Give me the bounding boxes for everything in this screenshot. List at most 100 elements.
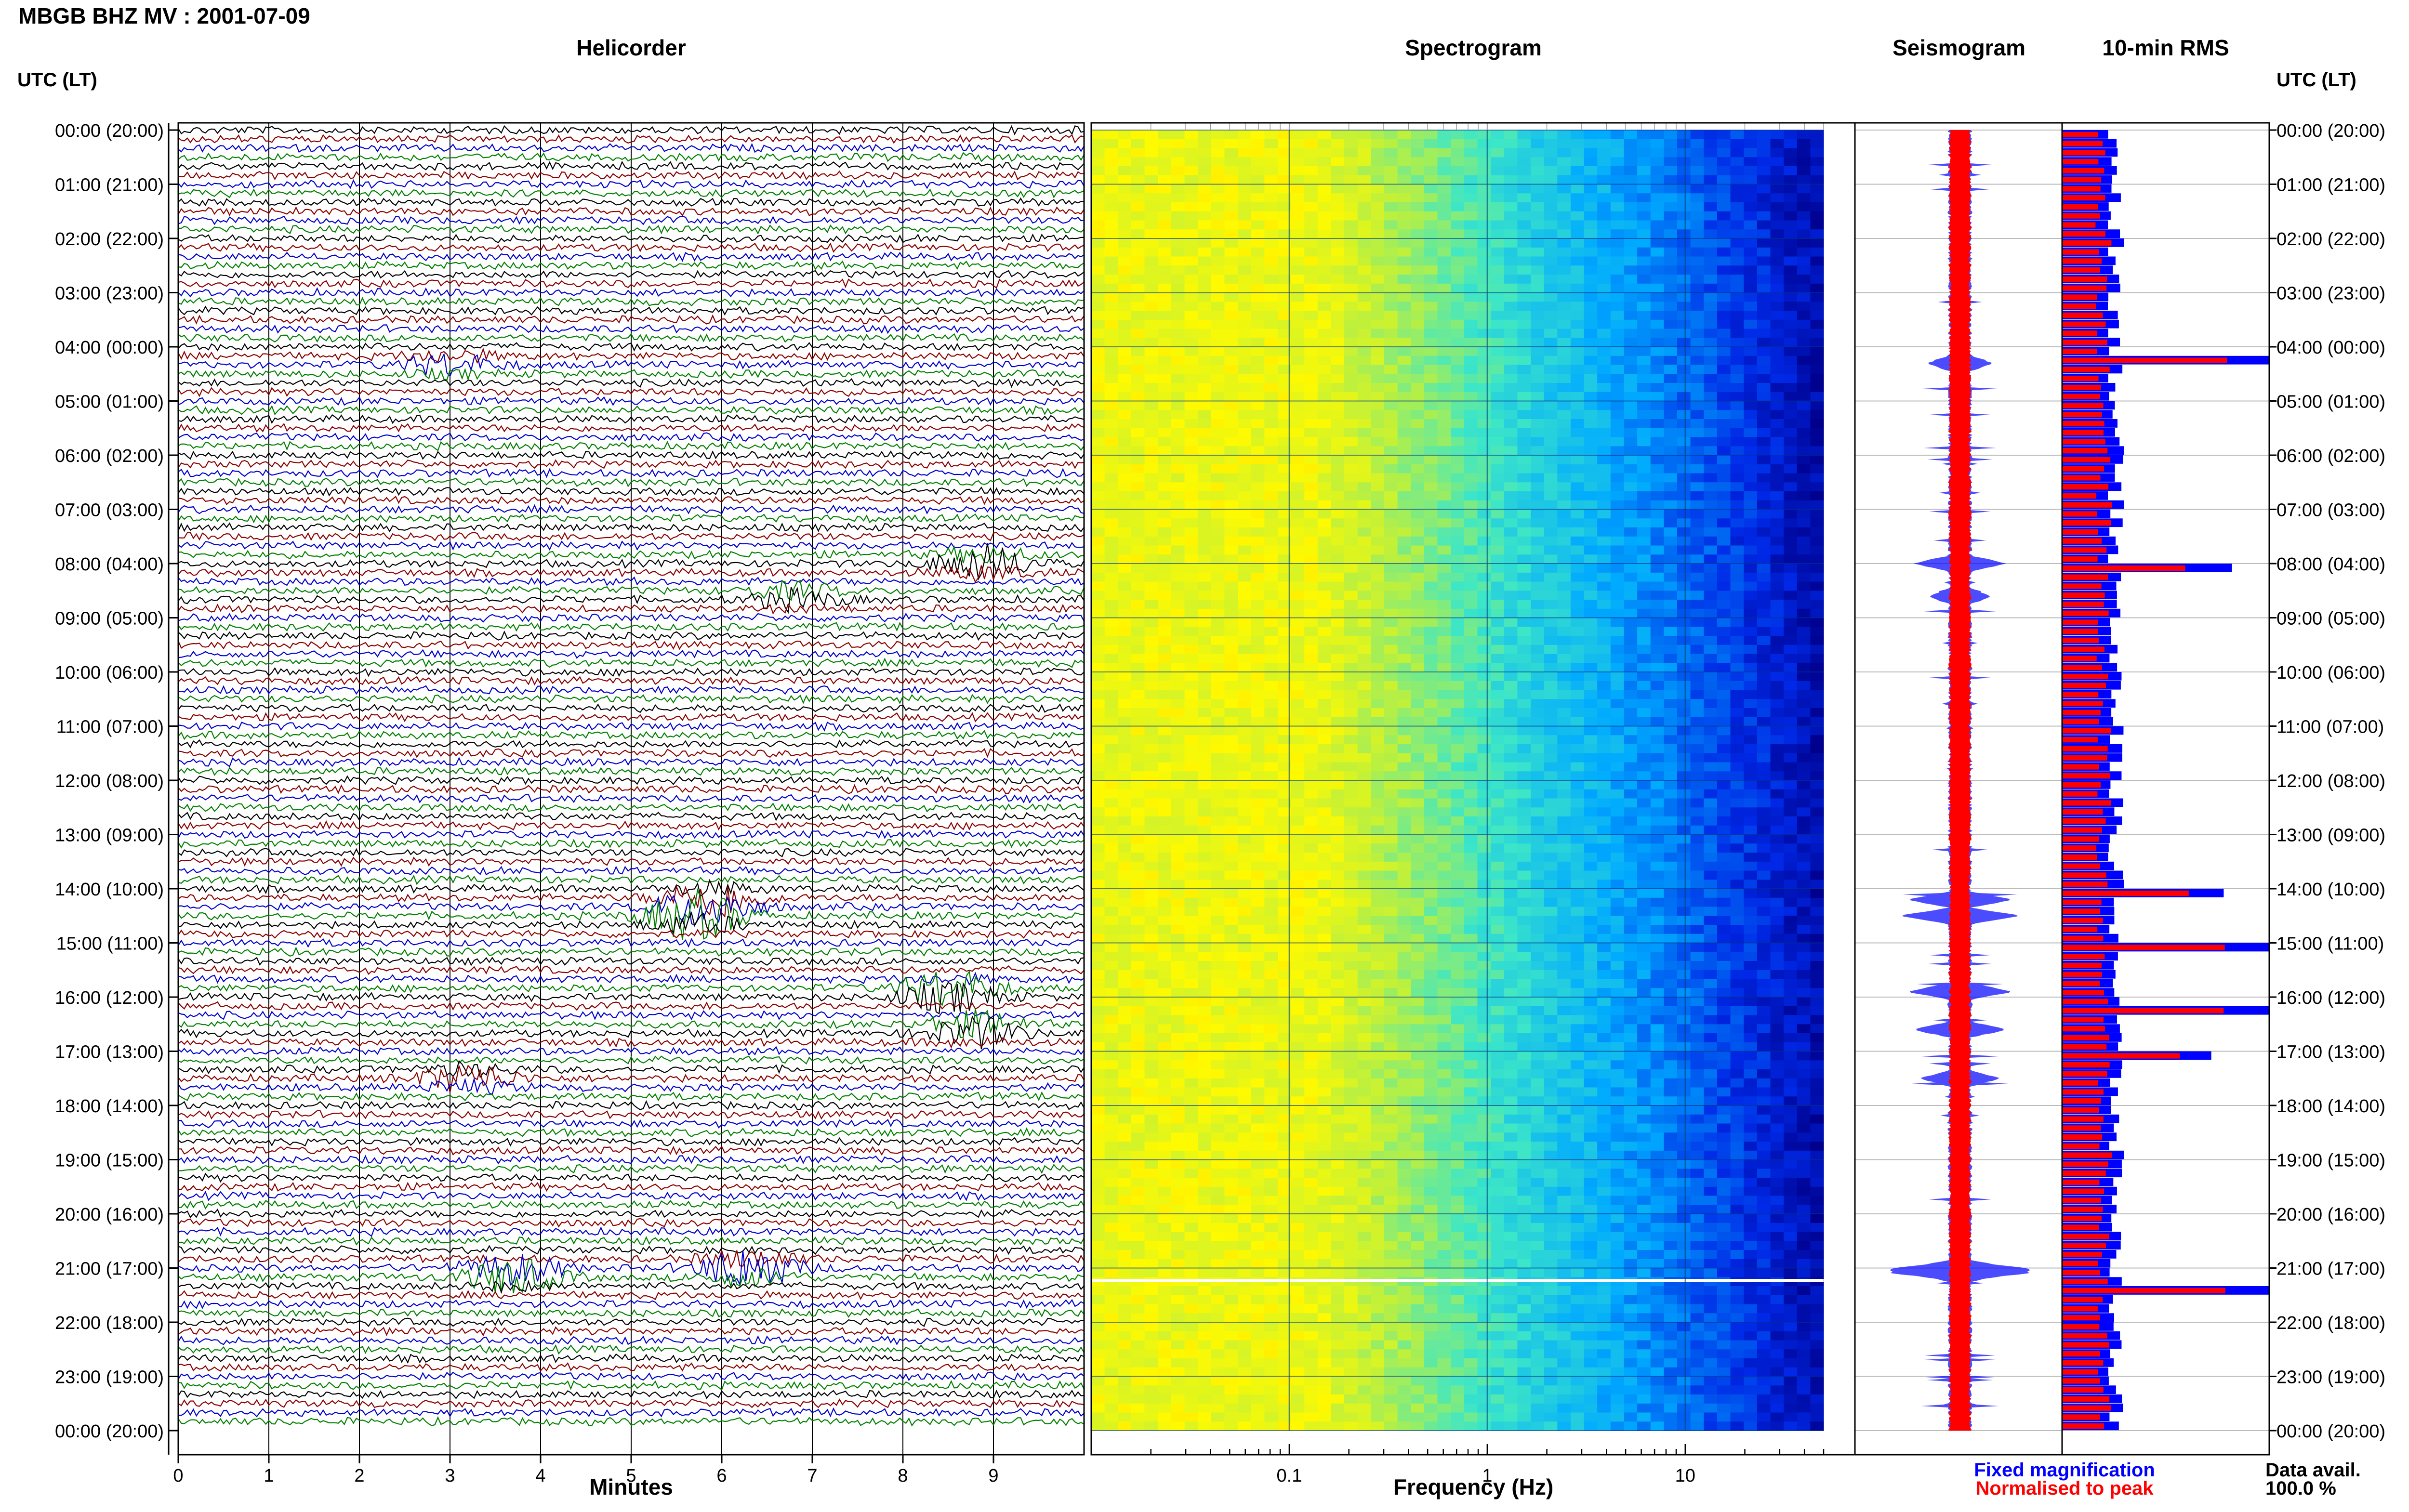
spectrogram-cell (1144, 157, 1158, 167)
spectrogram-cell (1504, 175, 1518, 185)
spectrogram-cell (1224, 771, 1238, 781)
spectrogram-cell (1437, 157, 1451, 167)
spectrogram-cell (1637, 853, 1651, 862)
spectrogram-cell (1584, 139, 1598, 149)
spectrogram-cell (1331, 256, 1345, 266)
spectrogram-cell (1118, 591, 1132, 600)
spectrogram-cell (1451, 591, 1465, 600)
spectrogram-cell (1304, 861, 1318, 871)
spectrogram-cell (1158, 527, 1172, 537)
spectrogram-cell (1144, 292, 1158, 302)
spectrogram-cell (1531, 853, 1545, 862)
spectrogram-cell (1344, 753, 1358, 763)
spectrogram-cell (1357, 618, 1371, 627)
helicorder-trace (178, 1110, 1085, 1120)
spectrogram-cell (1810, 889, 1824, 898)
spectrogram-cell (1437, 717, 1451, 727)
spectrogram-cell (1717, 717, 1731, 727)
spectrogram-cell (1557, 717, 1571, 727)
spectrogram-cell (1357, 654, 1371, 663)
spectrogram-cell (1464, 735, 1478, 745)
spectrogram-cell (1424, 861, 1438, 871)
spectrogram-cell (1677, 581, 1691, 591)
spectrogram-cell (1477, 302, 1491, 311)
spectrogram-cell (1091, 166, 1105, 176)
spectrogram-cell (1424, 672, 1438, 682)
helicorder-trace (178, 657, 1085, 668)
spectrogram-cell (1104, 572, 1118, 582)
spectrogram-cell (1184, 139, 1198, 149)
spectrogram-cell (1424, 600, 1438, 609)
spectrogram-cell (1118, 338, 1132, 347)
spectrogram-cell (1717, 636, 1731, 645)
spectrogram-cell (1797, 283, 1811, 293)
spectrogram-cell (1171, 600, 1185, 609)
minute-tick-label: 9 (988, 1466, 998, 1486)
spectrogram-cell (1411, 717, 1425, 727)
spectrogram-cell (1717, 302, 1731, 311)
spectrogram-cell (1570, 564, 1585, 573)
spectrogram-cell (1637, 437, 1651, 447)
spectrogram-cell (1517, 392, 1531, 402)
spectrogram-cell (1184, 654, 1198, 663)
spectrogram-cell (1784, 627, 1798, 636)
spectrogram-cell (1118, 608, 1132, 618)
spectrogram-cell (1717, 509, 1731, 519)
spectrogram-cell (1104, 437, 1118, 447)
spectrogram-cell (1144, 690, 1158, 699)
spectrogram-cell (1717, 780, 1731, 790)
spectrogram-cell (1291, 482, 1305, 492)
spectrogram-cell (1744, 681, 1758, 691)
spectrogram-cell (1744, 744, 1758, 754)
helicorder-trace (178, 206, 1085, 217)
spectrogram-cell (1291, 275, 1305, 284)
spectrogram-cell (1570, 870, 1585, 880)
spectrogram-cell (1304, 618, 1318, 627)
helicorder-trace (178, 811, 1085, 821)
spectrogram-cell (1570, 889, 1585, 898)
helicorder-trace (178, 565, 1085, 583)
spectrogram-cell (1477, 726, 1491, 736)
spectrogram-cell (1104, 175, 1118, 185)
spectrogram-cell (1544, 302, 1558, 311)
spectrogram-cell (1810, 735, 1824, 745)
spectrogram-cell (1717, 175, 1731, 185)
spectrogram-cell (1451, 717, 1465, 727)
spectrogram-cell (1357, 600, 1371, 609)
spectrogram-cell (1171, 428, 1185, 438)
spectrogram-cell (1690, 861, 1704, 871)
helicorder-trace (178, 468, 1085, 478)
spectrogram-cell (1784, 572, 1798, 582)
spectrogram-cell (1744, 816, 1758, 826)
spectrogram-cell (1690, 708, 1704, 718)
spectrogram-cell (1251, 889, 1265, 898)
spectrogram-cell (1291, 265, 1305, 275)
spectrogram-cell (1610, 581, 1624, 591)
spectrogram-cell (1810, 193, 1824, 203)
spectrogram-cell (1158, 690, 1172, 699)
spectrogram-cell (1131, 392, 1145, 402)
spectrogram-cell (1277, 500, 1292, 510)
spectrogram-cell (1264, 518, 1278, 528)
spectrogram-cell (1317, 843, 1331, 853)
spectrogram-cell (1451, 798, 1465, 808)
spectrogram-cell (1730, 302, 1744, 311)
spectrogram-cell (1224, 861, 1238, 871)
spectrogram-cell (1118, 428, 1132, 438)
spectrogram-cell (1104, 789, 1118, 799)
helicorder-trace (178, 929, 1085, 939)
spectrogram-cell (1424, 627, 1438, 636)
spectrogram-cell (1291, 437, 1305, 447)
spectrogram-cell (1624, 148, 1638, 158)
spectrogram-cell (1451, 383, 1465, 393)
spectrogram-cell (1797, 807, 1811, 817)
spectrogram-cell (1464, 880, 1478, 889)
helicorder-trace (178, 459, 1085, 469)
spectrogram-cell (1397, 527, 1411, 537)
spectrogram-cell (1251, 338, 1265, 347)
spectrogram-cell (1784, 636, 1798, 645)
spectrogram-cell (1277, 193, 1292, 203)
spectrogram-cell (1597, 419, 1611, 429)
spectrogram-cell (1757, 319, 1771, 329)
spectrogram-cell (1557, 672, 1571, 682)
